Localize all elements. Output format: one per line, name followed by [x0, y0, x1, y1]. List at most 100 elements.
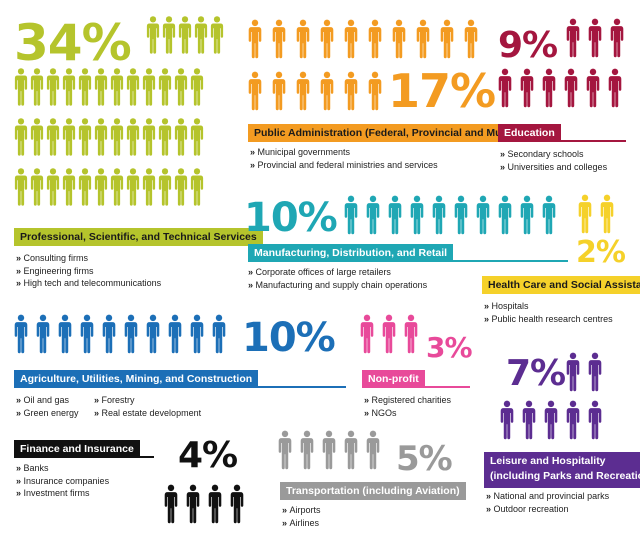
banner-public-admin: Public Administration (Federal, Provinci…	[248, 124, 545, 142]
person-icon	[588, 400, 602, 440]
list-item: Secondary schools	[500, 148, 607, 161]
person-figure	[564, 68, 578, 108]
list-item: Airports	[282, 504, 321, 517]
person-icon	[566, 18, 580, 58]
person-icon	[498, 195, 512, 235]
person-icon	[520, 68, 534, 108]
person-figure	[500, 400, 514, 440]
person-figure	[110, 168, 124, 206]
person-icon	[500, 400, 514, 440]
person-icon	[78, 168, 92, 206]
person-figure	[248, 18, 262, 60]
person-figure	[110, 118, 124, 156]
person-icon	[366, 430, 380, 470]
list-item: Manufacturing and supply chain operation…	[248, 279, 428, 292]
person-figure	[164, 484, 178, 524]
percent-nonprofit: 3%	[426, 331, 473, 364]
list-agriculture-col1: Oil and gas Green energy	[16, 394, 79, 419]
person-figure	[14, 118, 28, 156]
person-icon	[544, 400, 558, 440]
list-professional: Consulting firms Engineering firms High …	[16, 252, 162, 290]
person-icon	[320, 19, 334, 59]
person-figure	[36, 314, 50, 354]
person-icon	[322, 430, 336, 470]
person-figure	[30, 168, 44, 206]
list-item: Hospitals	[484, 300, 613, 313]
person-icon	[600, 194, 614, 234]
person-figure	[174, 118, 188, 156]
list-agriculture-col2: Forestry Real estate development	[94, 394, 202, 419]
person-icon	[296, 19, 310, 59]
percent-agriculture: 10%	[242, 315, 336, 361]
person-figure	[30, 118, 44, 156]
person-icon	[300, 430, 314, 470]
person-icon	[174, 168, 188, 206]
person-figure	[248, 70, 262, 112]
person-icon	[208, 484, 222, 524]
person-icon	[392, 19, 406, 59]
person-icon	[464, 19, 478, 59]
person-icon	[522, 400, 536, 440]
person-figure	[146, 16, 160, 54]
person-figure	[520, 194, 534, 236]
person-figure	[542, 194, 556, 236]
person-icon	[190, 168, 204, 206]
person-figure	[368, 18, 382, 60]
person-icon	[164, 484, 178, 524]
list-item: NGOs	[364, 407, 451, 420]
person-icon	[94, 68, 108, 106]
person-icon	[610, 18, 624, 58]
person-figure	[296, 70, 310, 112]
person-icon	[46, 118, 60, 156]
person-icon	[194, 16, 208, 54]
person-icon	[142, 118, 156, 156]
person-icon	[608, 68, 622, 108]
person-figure	[62, 68, 76, 106]
person-figure	[168, 314, 182, 354]
person-figure	[588, 400, 602, 440]
banner-education: Education	[498, 124, 561, 142]
person-icon	[30, 168, 44, 206]
percent-health: 2%	[576, 235, 626, 270]
person-icon	[190, 314, 204, 354]
person-figure	[344, 194, 358, 236]
person-icon	[566, 400, 580, 440]
person-icon	[278, 430, 292, 470]
person-figure	[14, 168, 28, 206]
person-figure	[126, 168, 140, 206]
person-icon	[174, 118, 188, 156]
person-icon	[578, 194, 592, 234]
person-figure	[178, 16, 192, 54]
person-icon	[566, 352, 580, 392]
person-icon	[178, 16, 192, 54]
person-figure	[360, 314, 374, 354]
banner-leisure-line1: Leisure and Hospitality	[490, 455, 606, 467]
person-icon	[410, 195, 424, 235]
rule-public-admin	[248, 140, 480, 142]
percent-transportation: 5%	[396, 439, 453, 479]
rule-leisure	[484, 484, 626, 486]
person-figure	[94, 68, 108, 106]
person-figure	[146, 314, 160, 354]
rule-nonprofit	[362, 386, 470, 388]
person-icon	[102, 314, 116, 354]
person-figure	[94, 168, 108, 206]
person-icon	[94, 168, 108, 206]
person-figure	[586, 68, 600, 108]
person-icon	[248, 71, 262, 111]
rule-education	[498, 140, 626, 142]
person-figure	[272, 70, 286, 112]
person-figure	[210, 16, 224, 54]
person-figure	[230, 484, 244, 524]
person-figure	[588, 352, 602, 392]
person-figure	[542, 68, 556, 108]
person-icon	[110, 168, 124, 206]
person-icon	[126, 168, 140, 206]
list-education: Secondary schools Universities and colle…	[500, 148, 608, 173]
list-manufacturing: Corporate offices of large retailers Man…	[248, 266, 428, 292]
person-icon	[296, 71, 310, 111]
person-figure	[158, 168, 172, 206]
list-item: Registered charities	[364, 394, 452, 407]
list-item: Green energy	[16, 407, 79, 420]
person-icon	[360, 314, 374, 354]
